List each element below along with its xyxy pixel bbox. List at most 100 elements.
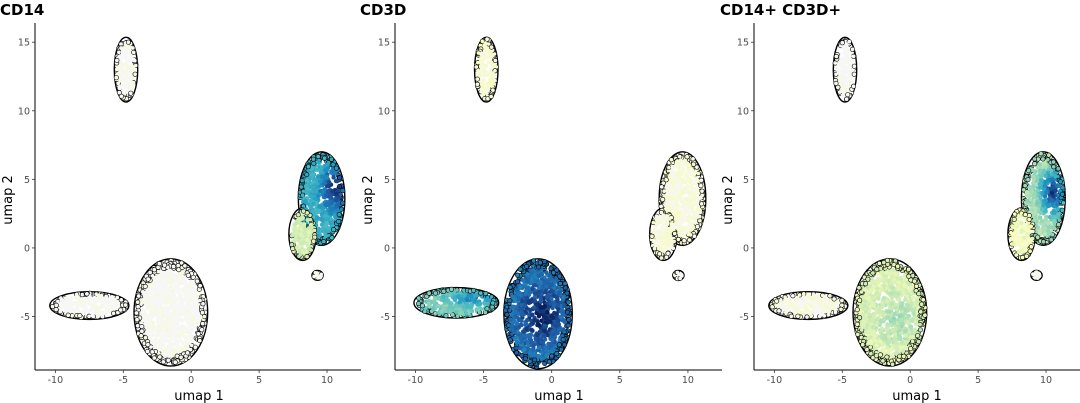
- cell-point: [686, 231, 692, 237]
- cell-point: [184, 304, 190, 310]
- x-tick-label: -5: [479, 375, 488, 386]
- cell-point: [184, 326, 189, 331]
- cell-point: [163, 348, 168, 354]
- cell-point: [183, 281, 189, 286]
- cell-point: [197, 338, 203, 344]
- cell-point: [528, 307, 533, 313]
- cell-point: [1051, 164, 1057, 170]
- cell-point: [166, 272, 172, 277]
- cell-point: [561, 327, 566, 332]
- cell-point: [554, 267, 560, 273]
- cell-point: [67, 301, 72, 307]
- cell-point: [311, 238, 317, 244]
- cell-point: [530, 312, 535, 317]
- cell-point: [478, 60, 484, 65]
- cell-point: [559, 309, 564, 314]
- cell-point: [122, 69, 127, 74]
- cell-point: [179, 328, 184, 334]
- cell-point: [671, 200, 676, 205]
- y-tick-label: -5: [740, 312, 749, 323]
- x-tick-label: -10: [767, 375, 783, 386]
- cell-point: [527, 358, 533, 364]
- cell-point: [163, 280, 168, 286]
- cell-point: [698, 183, 704, 189]
- cell-point: [687, 202, 692, 208]
- cell-point: [531, 305, 537, 310]
- cell-point: [845, 92, 851, 98]
- cell-point: [671, 188, 676, 194]
- cell-point: [125, 39, 131, 45]
- x-tick-label: 0: [907, 375, 913, 386]
- cell-point: [480, 89, 485, 94]
- cell-point: [325, 184, 330, 189]
- cell-point: [532, 357, 538, 363]
- cell-point: [124, 79, 129, 84]
- cell-point: [443, 313, 449, 319]
- cell-point: [556, 291, 561, 296]
- cell-point: [530, 286, 535, 292]
- cell-point: [116, 49, 122, 55]
- cell-point: [305, 186, 310, 191]
- cell-point: [143, 335, 149, 341]
- cell-point: [116, 90, 122, 96]
- cell-point: [118, 57, 123, 62]
- cell-point: [457, 300, 462, 305]
- cell-point: [542, 328, 547, 334]
- cell-point: [698, 177, 704, 183]
- cell-point: [68, 297, 74, 302]
- cell-point: [304, 172, 310, 178]
- cell-point: [679, 273, 684, 278]
- cell-point: [471, 287, 477, 293]
- cell-point: [1025, 177, 1031, 183]
- cell-point: [474, 76, 480, 82]
- cell-point: [157, 282, 162, 287]
- cell-point: [670, 224, 676, 229]
- cell-point: [130, 81, 136, 87]
- cell-point: [699, 201, 705, 207]
- cell-point: [94, 308, 100, 313]
- cell-point: [442, 297, 447, 303]
- cell-point: [488, 44, 494, 50]
- cell-point: [111, 310, 117, 316]
- cell-point: [155, 289, 160, 294]
- cell-point: [693, 220, 698, 225]
- cell-point: [686, 184, 691, 189]
- cell-point: [325, 189, 331, 194]
- cell-point: [140, 310, 145, 315]
- cell-point: [666, 232, 672, 237]
- cell-point: [483, 41, 488, 46]
- cell-point: [685, 174, 690, 179]
- cell-point: [152, 338, 157, 344]
- cell-points: [50, 39, 346, 366]
- cell-point: [152, 283, 158, 288]
- cell-point: [679, 204, 685, 209]
- cell-point: [434, 304, 439, 309]
- cell-point: [479, 51, 484, 57]
- cell-point: [545, 293, 550, 299]
- cell-point: [686, 211, 692, 216]
- cell-point: [416, 295, 422, 301]
- cell-point: [309, 225, 314, 230]
- cell-point: [436, 296, 441, 301]
- cell-point: [337, 183, 343, 189]
- cell-point: [659, 184, 665, 190]
- cell-point: [565, 322, 571, 328]
- cell-point: [336, 212, 342, 218]
- cell-point: [694, 186, 699, 191]
- cell-point: [554, 351, 560, 357]
- cell-point: [126, 50, 131, 56]
- cell-point: [108, 306, 114, 311]
- cell-point: [557, 281, 563, 287]
- cell-point: [340, 200, 346, 206]
- cell-point: [165, 328, 170, 333]
- cell-point: [851, 53, 857, 59]
- cell-point: [529, 297, 535, 303]
- cell-point: [167, 334, 172, 339]
- cell-point: [145, 276, 151, 282]
- cell-point: [298, 233, 304, 238]
- cell-point: [833, 53, 839, 59]
- cell-point: [525, 317, 530, 323]
- cell-point: [336, 195, 342, 200]
- cell-point: [182, 263, 188, 269]
